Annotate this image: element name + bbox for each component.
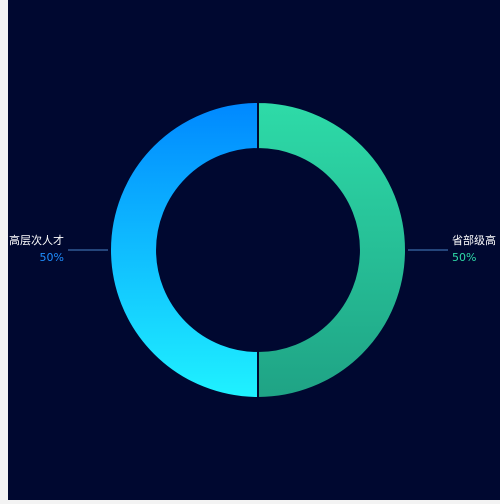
- plot: 省部级高 50% 高层次人才 50%: [9, 100, 496, 400]
- donut-slice: [257, 100, 407, 400]
- donut-slice: [109, 100, 259, 400]
- slice-label: 省部级高: [452, 233, 496, 247]
- value-label: 50%: [40, 251, 64, 264]
- slice-label: 高层次人才: [9, 233, 64, 247]
- value-label: 50%: [452, 251, 476, 264]
